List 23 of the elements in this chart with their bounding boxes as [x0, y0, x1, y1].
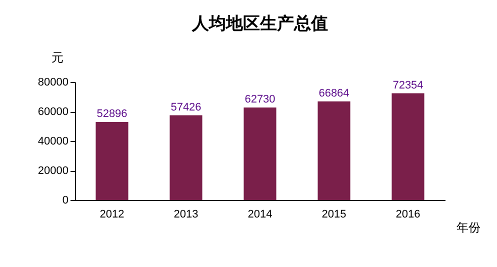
data-label: 62730: [244, 93, 276, 106]
bar: [170, 115, 202, 200]
y-tick-label: 60000: [38, 106, 68, 118]
x-tick-label: 2015: [322, 208, 346, 220]
y-tick-label: 20000: [38, 165, 68, 177]
data-label: 57426: [170, 101, 202, 114]
x-tick-label: 2013: [174, 208, 198, 220]
y-tick-label: 0: [62, 194, 68, 206]
y-axis-title: 元: [52, 50, 64, 64]
bar: [244, 107, 276, 200]
bar: [392, 93, 424, 200]
chart-title: 人均地区生产总值: [191, 14, 328, 33]
data-label: 66864: [318, 87, 350, 100]
y-tick-label: 40000: [38, 136, 68, 148]
y-tick-label: 80000: [38, 76, 68, 88]
x-axis-title: 年份: [456, 220, 480, 234]
data-label: 72354: [392, 79, 424, 92]
bar: [318, 101, 350, 200]
x-tick-label: 2012: [100, 208, 124, 220]
x-tick-label: 2016: [396, 208, 420, 220]
x-tick-label: 2014: [248, 208, 272, 220]
bar: [96, 122, 128, 200]
data-label: 52896: [96, 108, 128, 120]
